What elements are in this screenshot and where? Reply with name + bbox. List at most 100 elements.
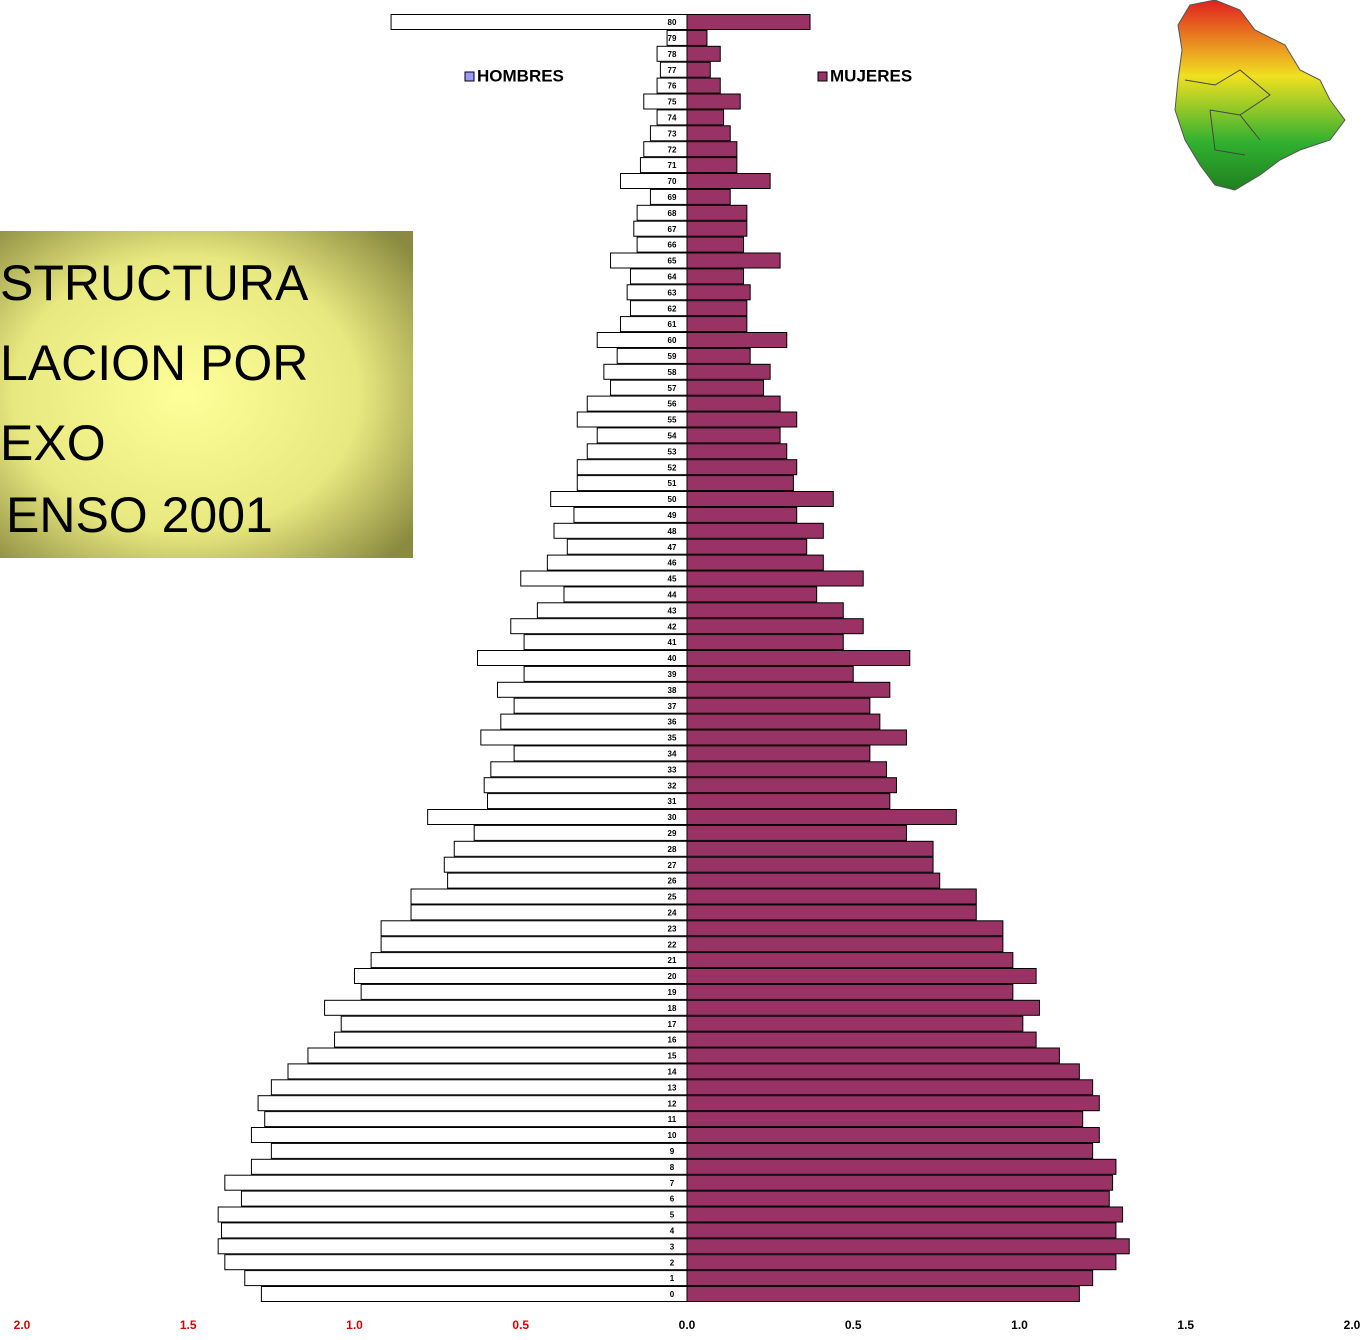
age-label: 24 <box>668 909 677 918</box>
age-label: 13 <box>668 1083 677 1092</box>
age-label: 34 <box>668 750 677 759</box>
bar <box>686 236 745 253</box>
bar <box>686 1031 1037 1048</box>
bar <box>240 1190 688 1207</box>
bar <box>643 141 688 158</box>
age-label: 76 <box>668 82 677 91</box>
bar <box>686 173 771 189</box>
bar <box>686 252 781 269</box>
bar <box>447 872 688 889</box>
bar <box>686 650 911 666</box>
bar <box>686 1286 1080 1302</box>
legend-label: HOMBRES <box>477 66 564 85</box>
bar <box>686 570 864 587</box>
bar <box>686 681 891 698</box>
bar <box>636 204 688 221</box>
bar <box>686 729 907 746</box>
title-line: LACION POR <box>0 335 308 391</box>
age-label: 55 <box>668 416 677 425</box>
age-label: 50 <box>668 495 677 504</box>
bar <box>686 316 748 333</box>
bar <box>480 729 688 746</box>
bar <box>686 888 977 905</box>
bar <box>629 268 688 285</box>
x-tick-label: 0.5 <box>845 1318 862 1332</box>
bar <box>686 538 808 555</box>
bar <box>390 14 688 30</box>
age-label: 65 <box>668 257 677 266</box>
age-label: 54 <box>668 432 677 441</box>
bar <box>629 300 688 317</box>
age-label: 4 <box>670 1227 675 1236</box>
bar <box>686 952 1014 969</box>
bar <box>686 125 731 142</box>
age-label: 9 <box>670 1147 675 1156</box>
bar <box>686 109 725 126</box>
age-label: 58 <box>668 368 677 377</box>
age-label: 28 <box>668 845 677 854</box>
age-label: 7 <box>670 1179 675 1188</box>
bar <box>633 220 688 237</box>
bar <box>686 1206 1124 1223</box>
bar <box>686 1222 1117 1239</box>
age-label: 78 <box>668 50 677 59</box>
age-label: 8 <box>670 1163 675 1172</box>
bar <box>500 713 688 730</box>
age-label: 62 <box>668 304 677 313</box>
age-label: 47 <box>668 543 677 552</box>
bar <box>686 459 798 476</box>
age-label: 46 <box>668 559 677 568</box>
bar <box>686 602 844 619</box>
bar <box>686 1047 1060 1064</box>
age-label: 64 <box>668 273 677 282</box>
bar <box>686 554 824 571</box>
bar <box>224 1174 688 1191</box>
bar <box>686 1270 1094 1287</box>
bar <box>686 983 1014 1000</box>
bar <box>686 809 957 825</box>
bar <box>643 93 688 110</box>
age-label: 60 <box>668 336 677 345</box>
age-label: 14 <box>668 1068 677 1077</box>
bar <box>443 856 688 873</box>
age-label: 63 <box>668 288 677 297</box>
bar <box>523 634 688 651</box>
bar <box>686 793 891 810</box>
bar <box>686 29 708 46</box>
bar <box>427 809 688 825</box>
age-label: 42 <box>668 622 677 631</box>
bar <box>536 602 688 619</box>
bar <box>620 316 688 333</box>
bar <box>334 1031 688 1048</box>
bar <box>324 999 688 1016</box>
bar <box>686 634 844 651</box>
title-line: ENSO 2001 <box>6 487 273 543</box>
bar <box>686 1254 1117 1271</box>
bar <box>616 347 688 364</box>
age-label: 15 <box>668 1052 677 1061</box>
bar <box>686 347 751 364</box>
age-label: 74 <box>668 114 677 123</box>
age-label: 35 <box>668 734 677 743</box>
x-tick-label: 1.0 <box>346 1318 363 1332</box>
bar <box>244 1270 688 1287</box>
bar <box>686 395 781 412</box>
bar <box>686 1142 1094 1159</box>
bar <box>496 681 688 698</box>
bar <box>686 284 751 301</box>
x-tick-label: 2.0 <box>1344 1318 1361 1332</box>
age-label: 10 <box>668 1131 677 1140</box>
bar <box>626 284 688 301</box>
bar <box>686 491 834 507</box>
bar <box>686 427 781 444</box>
bar <box>307 1047 688 1064</box>
age-label: 67 <box>668 225 677 234</box>
age-label: 39 <box>668 670 677 679</box>
bar <box>686 522 824 539</box>
bar <box>250 1158 688 1175</box>
bar <box>686 745 871 762</box>
bar <box>260 1286 688 1302</box>
bar <box>686 1158 1117 1175</box>
